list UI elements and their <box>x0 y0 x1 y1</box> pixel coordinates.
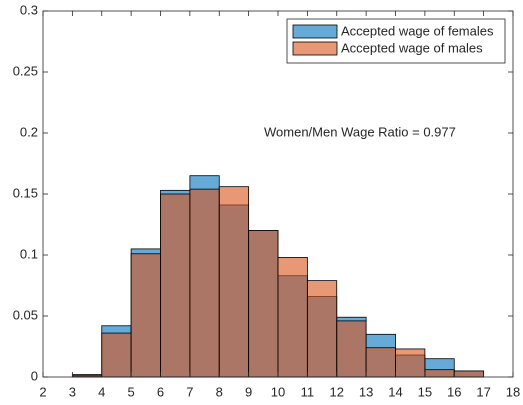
x-tick-label: 6 <box>157 384 164 399</box>
bar <box>189 188 220 378</box>
x-tick-label: 15 <box>418 384 432 399</box>
bar <box>160 193 191 378</box>
y-tick-label: 0 <box>31 368 38 383</box>
bar <box>130 253 161 378</box>
legend-label: Accepted wage of females <box>341 23 494 38</box>
bar <box>218 186 250 378</box>
legend-label: Accepted wage of males <box>341 40 483 55</box>
x-tick-label: 10 <box>271 384 285 399</box>
bar <box>336 320 367 378</box>
y-tick-label: 0.05 <box>13 307 38 322</box>
bar <box>101 332 132 378</box>
x-tick-label: 13 <box>359 384 373 399</box>
bar <box>453 370 485 378</box>
x-tick-label: 2 <box>39 384 46 399</box>
bar <box>395 348 426 378</box>
y-tick-label: 0.25 <box>13 63 38 78</box>
annotation: Women/Men Wage Ratio = 0.977 <box>264 124 456 139</box>
bar <box>365 347 396 378</box>
y-tick-label: 0.15 <box>13 185 38 200</box>
bar <box>277 257 308 378</box>
y-tick-label: 0.1 <box>20 246 38 261</box>
x-tick-label: 9 <box>245 384 252 399</box>
bar <box>306 280 338 378</box>
y-tick-label: 0.3 <box>20 2 38 17</box>
x-tick-label: 16 <box>447 384 461 399</box>
x-tick-label: 14 <box>388 384 402 399</box>
legend-swatch <box>292 41 338 56</box>
x-tick-label: 11 <box>301 384 315 399</box>
x-tick-label: 3 <box>69 384 76 399</box>
x-tick-label: 17 <box>476 384 490 399</box>
bar <box>424 369 455 378</box>
x-tick-label: 4 <box>98 384 105 399</box>
x-tick-label: 12 <box>330 384 344 399</box>
x-tick-label: 7 <box>186 384 193 399</box>
legend-swatch <box>292 24 338 39</box>
x-tick-label: 18 <box>506 384 520 399</box>
x-tick-label: 5 <box>128 384 135 399</box>
bar <box>248 230 279 378</box>
y-tick-label: 0.2 <box>20 124 38 139</box>
x-tick-label: 8 <box>216 384 223 399</box>
